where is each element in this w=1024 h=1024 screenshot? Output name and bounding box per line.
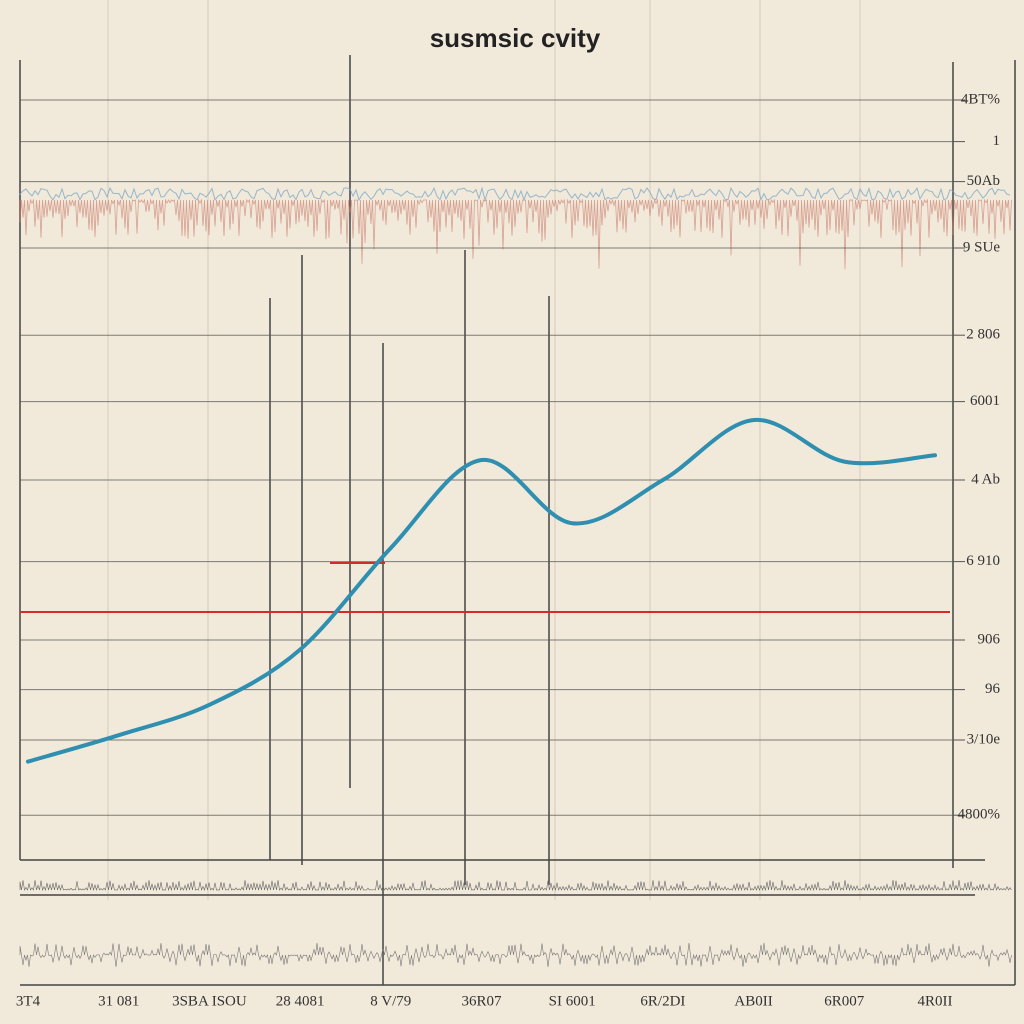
y-tick-label: 4 Ab <box>971 471 1000 487</box>
y-tick-label: 9 SUe <box>963 239 1000 255</box>
x-tick-label: 3SBA ISOU <box>172 993 247 1009</box>
y-tick-label: 4BT% <box>961 91 1000 107</box>
y-tick-label: 50Ab <box>967 173 1000 189</box>
x-tick-label: 6R007 <box>824 993 865 1009</box>
y-tick-label: 96 <box>985 681 1001 697</box>
y-tick-label: 906 <box>978 631 1001 647</box>
x-tick-label: SI 6001 <box>549 993 596 1009</box>
x-tick-label: 31 081 <box>98 993 139 1009</box>
y-tick-label: 1 <box>993 133 1001 149</box>
x-tick-label: 28 4081 <box>276 993 325 1009</box>
y-tick-label: 2 806 <box>966 327 1000 343</box>
x-tick-label: 8 V/79 <box>370 993 411 1009</box>
y-tick-label: 4800% <box>958 807 1001 823</box>
y-tick-label: 3/10e <box>967 731 1001 747</box>
x-tick-label: 6R/2DI <box>640 993 685 1009</box>
frame-lines <box>19 55 1016 986</box>
x-tick-label: AB0II <box>734 993 772 1009</box>
x-tick-label: 36R07 <box>461 993 502 1009</box>
x-tick-label: 3T4 <box>16 993 41 1009</box>
vertical-grid <box>107 0 861 900</box>
noise-blue <box>19 186 1011 202</box>
noise-red <box>19 198 1012 270</box>
y-tick-label: 6 910 <box>966 553 1000 569</box>
x-tick-label: 4R0II <box>918 993 953 1009</box>
y-tick-label: 6001 <box>970 393 1000 409</box>
noise-bottom <box>19 880 1012 892</box>
noise-bottom <box>19 942 1012 967</box>
data-line <box>26 417 937 764</box>
noise-band <box>19 186 1012 967</box>
chart-title: susmsic cvity <box>430 23 601 53</box>
